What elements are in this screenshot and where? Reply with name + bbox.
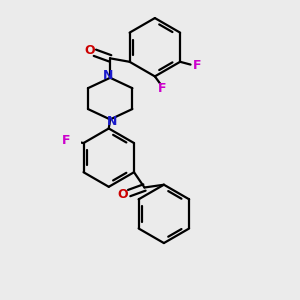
- Text: F: F: [62, 134, 70, 148]
- Text: F: F: [193, 59, 202, 72]
- Text: N: N: [107, 115, 117, 128]
- Text: N: N: [103, 69, 113, 82]
- Text: O: O: [118, 188, 128, 201]
- Text: O: O: [85, 44, 95, 57]
- Text: F: F: [158, 82, 166, 95]
